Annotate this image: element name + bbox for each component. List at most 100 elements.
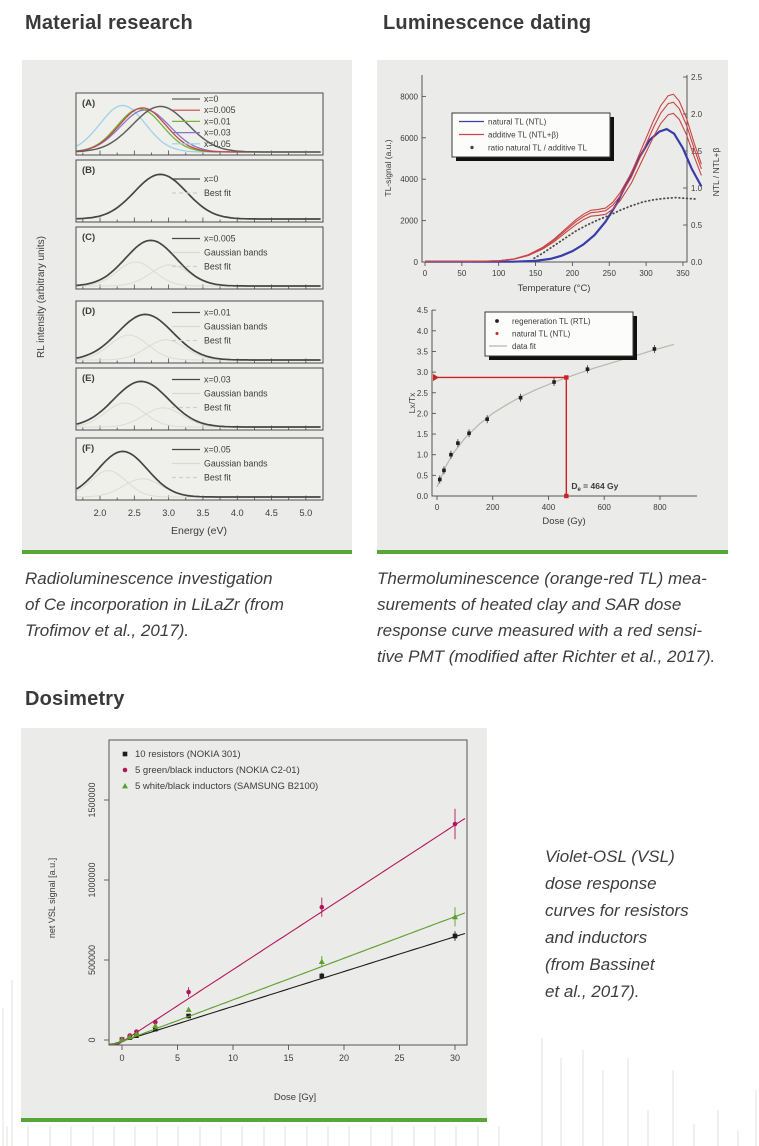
decor-bar bbox=[348, 1126, 351, 1146]
svg-text:2000: 2000 bbox=[400, 217, 418, 226]
decor-bar bbox=[369, 1126, 372, 1146]
svg-text:6000: 6000 bbox=[400, 134, 418, 143]
svg-text:Best fit: Best fit bbox=[204, 262, 231, 272]
material-caption: Radioluminescence investigation of Ce in… bbox=[25, 569, 284, 640]
svg-text:x=0.005: x=0.005 bbox=[204, 105, 236, 115]
svg-text:0: 0 bbox=[414, 258, 419, 267]
decor-bar bbox=[476, 1126, 479, 1146]
decor-bar bbox=[241, 1126, 244, 1146]
svg-text:0: 0 bbox=[87, 1037, 97, 1042]
svg-text:natural TL (NTL): natural TL (NTL) bbox=[488, 117, 547, 126]
rl-spectra-figure: RL intensity (arbitrary units) (A) x=0 x=0.… bbox=[22, 60, 352, 554]
svg-text:Energy (eV): Energy (eV) bbox=[171, 525, 227, 537]
figure-underline bbox=[377, 550, 728, 554]
svg-text:150: 150 bbox=[529, 269, 543, 278]
decor-bar bbox=[602, 1070, 605, 1146]
svg-text:4.5: 4.5 bbox=[265, 508, 278, 518]
svg-text:0: 0 bbox=[423, 269, 428, 278]
figure-underline bbox=[21, 1118, 487, 1122]
svg-text:natural TL (NTL): natural TL (NTL) bbox=[512, 329, 571, 338]
decor-bar bbox=[717, 1110, 720, 1146]
svg-text:25: 25 bbox=[394, 1053, 404, 1063]
svg-text:0.5: 0.5 bbox=[691, 221, 703, 230]
svg-text:4000: 4000 bbox=[400, 175, 418, 184]
svg-text:Temperature (°C): Temperature (°C) bbox=[518, 283, 591, 294]
decor-bar bbox=[412, 1126, 415, 1146]
svg-text:4.5: 4.5 bbox=[417, 306, 429, 315]
decor-bar bbox=[177, 1126, 180, 1146]
svg-text:Best fit: Best fit bbox=[204, 188, 231, 198]
svg-text:(D): (D) bbox=[82, 306, 95, 317]
svg-text:x=0.005: x=0.005 bbox=[204, 234, 236, 244]
decor-bar bbox=[220, 1126, 222, 1146]
svg-text:Best fit: Best fit bbox=[204, 403, 231, 413]
svg-text:5: 5 bbox=[175, 1053, 180, 1063]
svg-text:Gaussian bands: Gaussian bands bbox=[204, 459, 268, 469]
vsl-dosimetry-figure: 0 5 10 15 20 25 30 Dose [Gy] 0 500000 1000000 15000… bbox=[21, 728, 487, 1122]
figure-underline bbox=[22, 550, 352, 554]
svg-text:NTL / NTL+β: NTL / NTL+β bbox=[711, 148, 721, 197]
decor-bar bbox=[113, 1126, 115, 1146]
svg-text:2.0: 2.0 bbox=[94, 508, 107, 518]
decor-bar bbox=[672, 1070, 675, 1146]
svg-text:350: 350 bbox=[676, 269, 690, 278]
svg-text:20: 20 bbox=[339, 1053, 349, 1063]
tl-dating-figure: 0 2000 4000 6000 8000 0.0 0.5 1.0 1.5 2.0 2.5 0 50 10… bbox=[377, 60, 728, 554]
dosimetry-caption: Violet-OSL (VSL) dose response curves fo… bbox=[545, 847, 689, 1001]
rl-spectra-chart: RL intensity (arbitrary units)(A) x=0x=0.… bbox=[36, 92, 324, 537]
svg-text:250: 250 bbox=[603, 269, 617, 278]
svg-text:De = 464 Gy: De = 464 Gy bbox=[571, 481, 618, 493]
svg-text:300: 300 bbox=[639, 269, 653, 278]
decor-bar bbox=[737, 1131, 740, 1146]
decor-bar bbox=[11, 980, 14, 1146]
svg-text:2.5: 2.5 bbox=[128, 508, 141, 518]
luminescence-caption: Thermoluminescence (orange-red TL) mea- … bbox=[377, 569, 716, 666]
svg-text:3.5: 3.5 bbox=[197, 508, 210, 518]
svg-text:2.5: 2.5 bbox=[691, 73, 703, 82]
svg-text:Gaussian bands: Gaussian bands bbox=[204, 389, 268, 399]
svg-text:3.0: 3.0 bbox=[417, 368, 429, 377]
decor-bar bbox=[305, 1126, 308, 1146]
decor-bar bbox=[582, 1050, 585, 1146]
decor-bar bbox=[560, 1058, 563, 1146]
decor-bar bbox=[647, 1110, 650, 1146]
svg-text:1500000: 1500000 bbox=[87, 782, 97, 817]
svg-text:x=0.01: x=0.01 bbox=[204, 308, 231, 318]
svg-text:500000: 500000 bbox=[87, 945, 97, 975]
decor-bar bbox=[27, 1126, 30, 1146]
svg-text:4.0: 4.0 bbox=[231, 508, 244, 518]
svg-text:0.0: 0.0 bbox=[417, 492, 429, 501]
svg-text:2.5: 2.5 bbox=[417, 389, 429, 398]
decor-bar bbox=[91, 1126, 94, 1146]
decor-bar bbox=[6, 1126, 8, 1146]
svg-text:4.0: 4.0 bbox=[417, 327, 429, 336]
luminescence-dating-heading: Luminescence dating bbox=[383, 12, 592, 34]
svg-text:Gaussian bands: Gaussian bands bbox=[204, 322, 268, 332]
svg-text:Best fit: Best fit bbox=[204, 473, 231, 483]
svg-text:8000: 8000 bbox=[400, 92, 418, 101]
svg-text:x=0.05: x=0.05 bbox=[204, 139, 231, 149]
decor-bar bbox=[455, 1126, 458, 1146]
svg-text:10 resistors (NOKIA 301): 10 resistors (NOKIA 301) bbox=[135, 749, 241, 760]
svg-text:600: 600 bbox=[598, 503, 612, 512]
svg-text:Lx/Tx: Lx/Tx bbox=[407, 392, 417, 414]
svg-text:1000000: 1000000 bbox=[87, 862, 97, 897]
svg-text:0: 0 bbox=[119, 1053, 124, 1063]
decor-bar bbox=[434, 1126, 436, 1146]
svg-text:5.0: 5.0 bbox=[299, 508, 312, 518]
svg-text:x=0: x=0 bbox=[204, 94, 219, 104]
decor-bar bbox=[541, 1038, 544, 1146]
svg-text:2.0: 2.0 bbox=[691, 110, 703, 119]
decor-bar bbox=[134, 1126, 137, 1146]
svg-text:1.0: 1.0 bbox=[417, 451, 429, 460]
decor-bar bbox=[755, 1090, 758, 1146]
decor-bar bbox=[198, 1126, 201, 1146]
svg-text:800: 800 bbox=[653, 503, 667, 512]
svg-text:100: 100 bbox=[492, 269, 506, 278]
decor-bar bbox=[693, 1124, 696, 1146]
svg-text:5 green/black inductors (NOKIA: 5 green/black inductors (NOKIA C2-01) bbox=[135, 765, 300, 776]
svg-text:RL intensity (arbitrary units): RL intensity (arbitrary units) bbox=[36, 236, 47, 358]
svg-text:0.5: 0.5 bbox=[417, 471, 429, 480]
